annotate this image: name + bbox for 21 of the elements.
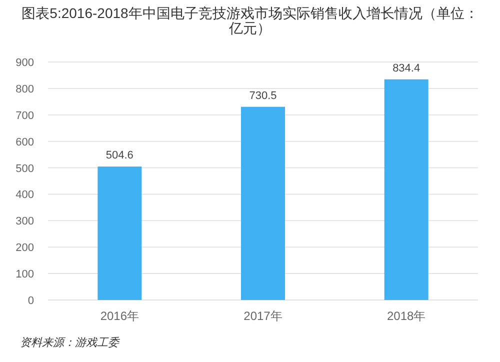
- chart-title: 图表5:2016-2018年中国电子竞技游戏市场实际销售收入增长情况（单位：亿元）: [20, 5, 480, 36]
- data-label: 730.5: [249, 90, 277, 102]
- y-tick-label: 0: [28, 295, 34, 307]
- data-label: 834.4: [392, 62, 420, 74]
- y-tick-label: 500: [16, 162, 34, 175]
- bar: [384, 79, 428, 300]
- y-tick-label: 400: [16, 189, 34, 202]
- x-tick-label: 2018年: [386, 309, 426, 323]
- data-label: 504.6: [106, 150, 134, 162]
- text: 资料来源：游戏工委: [20, 336, 121, 349]
- y-tick-label: 300: [16, 216, 34, 228]
- y-tick-label: 900: [16, 57, 34, 69]
- bar: [98, 166, 142, 300]
- y-tick-label: 600: [16, 136, 34, 148]
- y-tick-label: 100: [16, 268, 34, 281]
- y-tick-label: 700: [16, 110, 34, 122]
- y-tick-label: 200: [16, 242, 34, 254]
- y-tick-label: 800: [16, 83, 34, 96]
- x-tick-label: 2017年: [244, 309, 282, 323]
- bar: [241, 106, 285, 300]
- x-tick-label: 2016年: [100, 309, 140, 323]
